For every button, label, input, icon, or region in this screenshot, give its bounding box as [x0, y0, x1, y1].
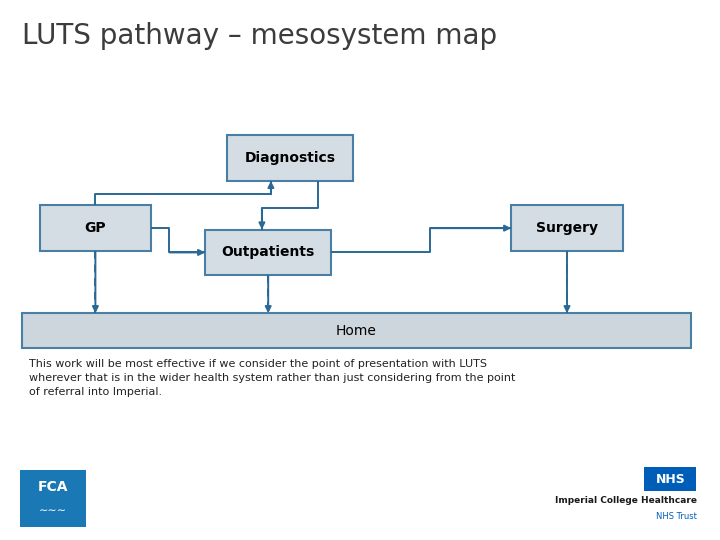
Text: Imperial College Healthcare: Imperial College Healthcare [555, 496, 697, 505]
Text: Outpatients: Outpatients [222, 246, 315, 259]
Text: GP: GP [84, 221, 107, 235]
FancyBboxPatch shape [22, 313, 691, 348]
Text: Diagnostics: Diagnostics [244, 151, 336, 165]
Text: NHS: NHS [655, 472, 685, 486]
FancyBboxPatch shape [644, 467, 696, 491]
Text: NHS Trust: NHS Trust [656, 512, 697, 521]
FancyBboxPatch shape [20, 470, 86, 526]
Text: LUTS pathway – mesosystem map: LUTS pathway – mesosystem map [22, 22, 497, 50]
FancyBboxPatch shape [511, 205, 623, 251]
Text: ∼∼∼: ∼∼∼ [39, 505, 68, 516]
Text: Home: Home [336, 324, 377, 338]
FancyBboxPatch shape [205, 230, 331, 275]
Text: This work will be most effective if we consider the point of presentation with L: This work will be most effective if we c… [29, 359, 516, 397]
FancyBboxPatch shape [40, 205, 151, 251]
Text: Surgery: Surgery [536, 221, 598, 235]
Text: FCA: FCA [38, 480, 68, 494]
FancyBboxPatch shape [227, 135, 353, 181]
